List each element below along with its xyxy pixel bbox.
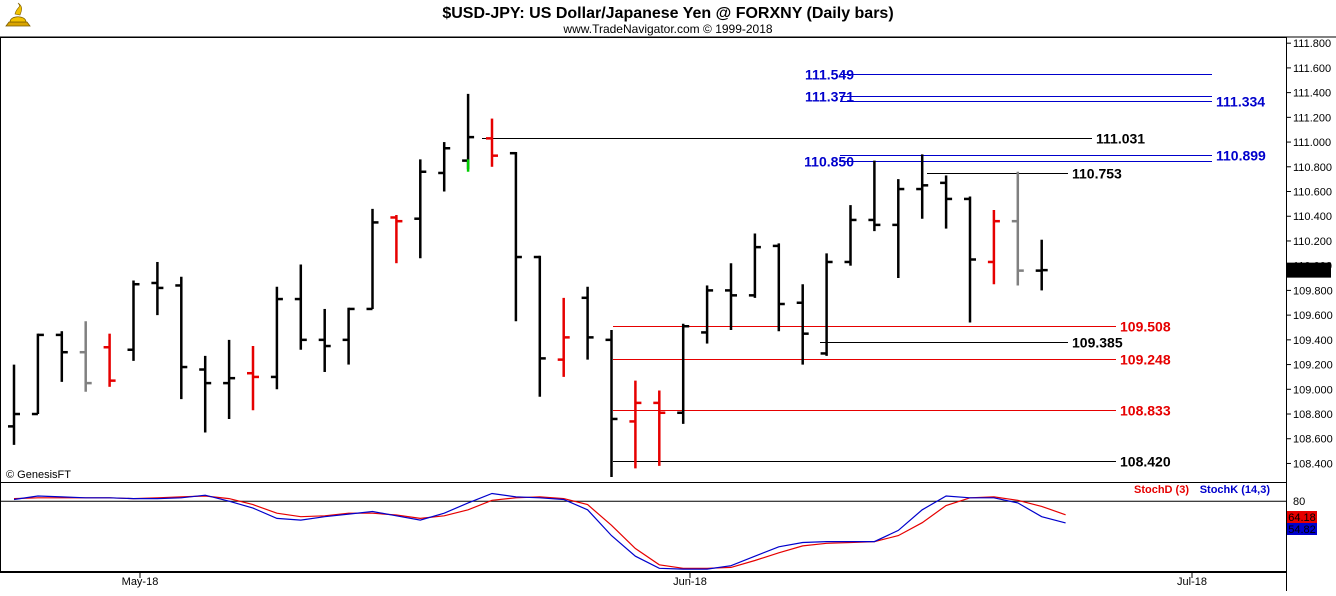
ohlc-bar (677, 323, 690, 424)
level-label: 110.753 (1072, 166, 1122, 182)
ohlc-bar (486, 118, 498, 167)
y-tick-label: 110.200 (1293, 236, 1332, 248)
x-tick-label: Jun-18 (673, 576, 707, 588)
level-label: 111.031 (1096, 131, 1145, 147)
y-tick-label: 111.200 (1293, 112, 1331, 124)
price-bars (8, 93, 1048, 478)
level-label: 108.420 (1120, 454, 1171, 470)
ohlc-bar (79, 321, 92, 392)
y-tick-label: 111.400 (1293, 88, 1331, 100)
y-axis-ticks: 111.800 111.600 111.400 111.200 111.000 110.8… (1286, 38, 1333, 470)
x-tick-label: May-18 (122, 576, 159, 588)
ohlc-bar (223, 339, 236, 419)
y-tick-label: 110.600 (1293, 187, 1332, 199)
level-label: 111.334 (1216, 94, 1265, 110)
level-label: 108.833 (1120, 403, 1171, 419)
ohlc-bar (748, 233, 761, 298)
ohlc-bar (199, 355, 212, 433)
ohlc-bar (103, 333, 116, 387)
ohlc-bar (796, 284, 809, 365)
ohlc-bar (438, 142, 451, 192)
ohlc-bar (1011, 171, 1024, 286)
level-label: 109.385 (1072, 335, 1123, 351)
ohlc-bar (868, 160, 881, 232)
y-tick-label: 110.400 (1293, 211, 1332, 223)
ohlc-bar (247, 346, 259, 411)
ohlc-bar (844, 205, 857, 266)
ohlc-bar (318, 308, 331, 372)
ohlc-bar (294, 264, 307, 350)
ohlc-bar (964, 196, 976, 323)
ohlc-bar (151, 261, 164, 316)
y-tick-label: 109.400 (1293, 335, 1333, 347)
y-tick-label: 111.000 (1293, 137, 1331, 149)
ohlc-bar (916, 154, 929, 219)
ohlc-bar (8, 364, 20, 445)
chart-subtitle: www.TradeNavigator.com © 1999-2018 (562, 22, 772, 36)
level-label: 110.899 (1216, 148, 1266, 164)
y-tick-label: 110.800 (1293, 162, 1332, 174)
level-label: 110.850 (804, 154, 854, 170)
y-tick-label: 111.800 (1293, 38, 1331, 50)
ohlc-bar (987, 210, 1000, 285)
ohlc-bar (127, 280, 140, 361)
ohlc-bar (509, 151, 522, 322)
ohlc-bar (31, 333, 44, 416)
ohlc-bar (725, 263, 737, 330)
y-tick-label: 108.400 (1293, 458, 1333, 470)
y-tick-label: 108.800 (1293, 409, 1333, 421)
y-tick-label: 109.800 (1293, 285, 1333, 297)
stochK-last-label: 54.82 (1288, 524, 1316, 536)
x-tick-label: Jul-18 (1177, 576, 1207, 588)
stochK-legend: StochK (14,3) (1200, 484, 1271, 496)
stochK-line (13, 492, 1066, 570)
stochastic-lines: 80 (1, 492, 1305, 570)
level-label: 109.248 (1120, 352, 1171, 368)
level-label: 109.508 (1120, 319, 1171, 335)
ohlc-bar (772, 243, 785, 332)
watermark: © GenesisFT (6, 469, 71, 481)
chart-title: $USD-JPY: US Dollar/Japanese Yen @ FORXN… (442, 5, 893, 22)
stochD-legend: StochD (3) (1134, 484, 1189, 496)
genesis-lamp-icon (5, 2, 31, 27)
ohlc-bar (533, 255, 546, 397)
y-tick-label: 108.600 (1293, 434, 1333, 446)
ohlc-bar (55, 331, 68, 382)
ohlc-bar (270, 286, 283, 390)
level-label: 111.549 (805, 67, 854, 83)
ohlc-bar (605, 329, 618, 478)
ohlc-bar (940, 175, 953, 229)
ohlc-bar (557, 297, 570, 377)
y-tick-label: 109.000 (1293, 384, 1333, 396)
ohlc-bar (175, 276, 188, 400)
ohlc-bar (581, 286, 594, 360)
price-panel (0, 37, 1287, 483)
y-tick-label: 111.600 (1293, 63, 1331, 75)
y-tick-label: 109.600 (1293, 310, 1333, 322)
x-axis-ticks: May-18 Jun-18 Jul-18 (122, 572, 1207, 588)
ohlc-bar (390, 215, 403, 264)
stochD-last-label: 64.18 (1288, 512, 1316, 524)
level-lines: 111.549 111.371 111.334 111.031 110.899 110.8… (482, 67, 1266, 470)
stoch-ref-label: 80 (1293, 496, 1305, 508)
ohlc-bar (1035, 239, 1048, 291)
header-band (0, 0, 1336, 37)
ohlc-bar (366, 208, 379, 311)
ohlc-bar (414, 159, 427, 259)
ohlc-bar (653, 390, 666, 466)
last-price-label: 109.964 (1289, 265, 1329, 277)
ohlc-bar (892, 179, 905, 279)
ohlc-bar (629, 380, 642, 469)
level-label: 111.371 (805, 89, 854, 105)
stoch-last-tags: 64.18 54.82 (1287, 511, 1317, 536)
ohlc-bar (820, 253, 833, 356)
ohlc-bar (701, 285, 714, 344)
ohlc-bar (342, 307, 355, 365)
y-tick-label: 109.200 (1293, 360, 1333, 372)
last-price-tag: 109.964 (1287, 262, 1331, 278)
